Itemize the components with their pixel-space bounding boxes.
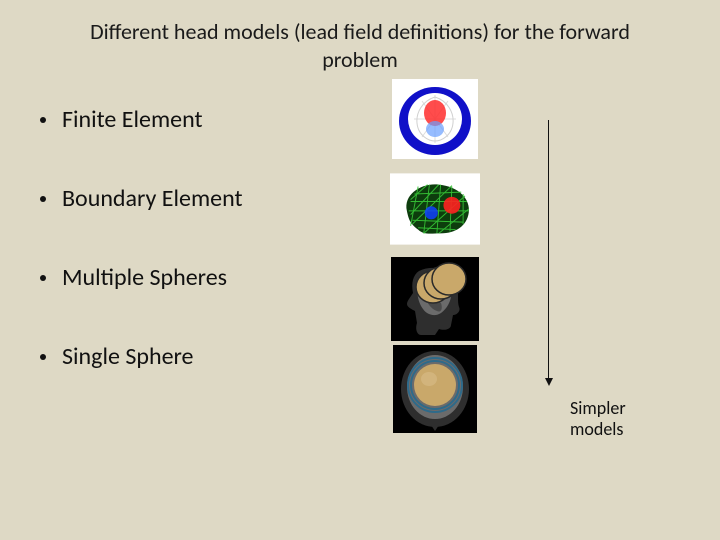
bullet-item: Single Sphere (40, 342, 340, 371)
arrow-label-line: Simpler (570, 397, 626, 419)
slide-title: Different head models (lead field defini… (0, 18, 720, 73)
arrow-line-icon (548, 120, 549, 380)
arrow-label: Simpler models (570, 398, 626, 439)
bullet-dot-icon (40, 117, 46, 123)
bullet-label: Single Sphere (62, 342, 194, 371)
bullet-label: Finite Element (62, 105, 203, 134)
boundary-element-image (390, 168, 480, 250)
image-column (390, 78, 480, 438)
bullet-item: Multiple Spheres (40, 263, 340, 292)
arrow-label-line: models (570, 418, 623, 440)
bullet-dot-icon (40, 196, 46, 202)
complexity-arrow (548, 120, 550, 390)
bullet-dot-icon (40, 275, 46, 281)
fem-brain-icon (392, 79, 478, 159)
arrow-head-icon (545, 378, 553, 386)
bullet-dot-icon (40, 354, 46, 360)
single-sphere-image (390, 348, 480, 430)
multi-sphere-icon (391, 257, 479, 341)
multiple-spheres-image (390, 258, 480, 340)
single-sphere-icon (393, 345, 477, 433)
bullet-label: Boundary Element (62, 184, 243, 213)
finite-element-image (390, 78, 480, 160)
bullet-item: Finite Element (40, 105, 340, 134)
slide: { "title": "Different head models (lead … (0, 0, 720, 540)
bullet-item: Boundary Element (40, 184, 340, 213)
bullet-label: Multiple Spheres (62, 263, 227, 292)
bullet-list: Finite Element Boundary Element Multiple… (40, 105, 340, 421)
bem-brain-icon (390, 171, 480, 247)
